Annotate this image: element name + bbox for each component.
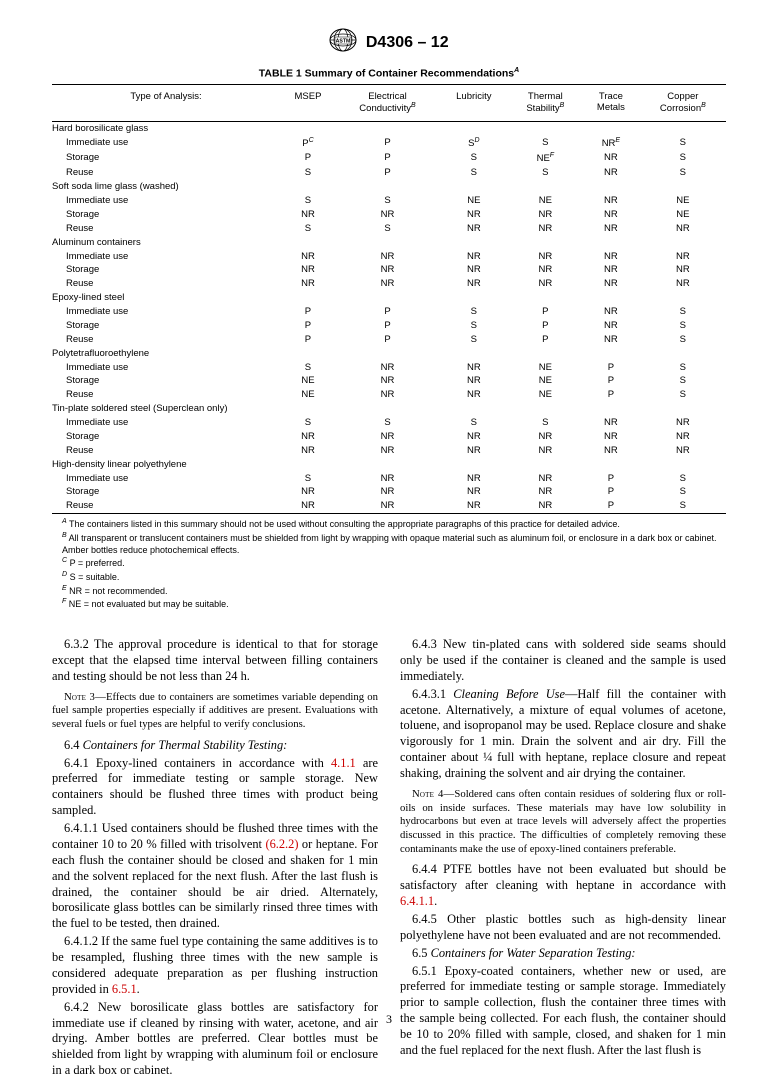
note-paragraph: Note 3—Effects due to containers are som… bbox=[52, 691, 378, 732]
table-title: TABLE 1 Summary of Container Recommendat… bbox=[52, 67, 726, 80]
table-row: Immediate useSNRNRNRPS bbox=[52, 472, 726, 486]
svg-text:ASTM: ASTM bbox=[336, 39, 351, 45]
table-row: Immediate useSSNENENRNE bbox=[52, 194, 726, 208]
table-row: StorageNRNRNRNRNRNE bbox=[52, 208, 726, 222]
table-row: ReuseNRNRNRNRNRNR bbox=[52, 444, 726, 458]
table-group-row: Polytetrafluoroethylene bbox=[52, 347, 726, 361]
table-row: ReuseNRNRNRNRPS bbox=[52, 499, 726, 513]
body-paragraph: 6.4.1.2 If the same fuel type containing… bbox=[52, 934, 378, 998]
designation-number: D4306 – 12 bbox=[366, 34, 449, 52]
table-row: StoragePPSPNRS bbox=[52, 319, 726, 333]
page-header: ASTM D4306 – 12 bbox=[52, 28, 726, 57]
body-paragraph: 6.4.1.1 Used containers should be flushe… bbox=[52, 821, 378, 932]
table-row: StorageNRNRNRNRNRNR bbox=[52, 263, 726, 277]
table-group-row: Epoxy-lined steel bbox=[52, 291, 726, 305]
footnote: E NR = not recommended. bbox=[52, 584, 726, 598]
col-header: ElectricalConductivityB bbox=[336, 84, 439, 122]
col-header: ThermalStabilityB bbox=[509, 84, 583, 122]
table-row: StorageNRNRNRNRPS bbox=[52, 485, 726, 499]
table-row: Immediate usePCPSDSNRES bbox=[52, 136, 726, 151]
table-group-row: Hard borosilicate glass bbox=[52, 122, 726, 136]
table-row: ReuseNENRNRNEPS bbox=[52, 388, 726, 402]
col-header: TraceMetals bbox=[582, 84, 640, 122]
table-row: ReuseSPSSNRS bbox=[52, 166, 726, 180]
footnote: C P = preferred. bbox=[52, 556, 726, 570]
table-row: Immediate usePPSPNRS bbox=[52, 305, 726, 319]
table-group-row: Soft soda lime glass (washed) bbox=[52, 180, 726, 194]
note-paragraph: Note 4—Soldered cans often contain resid… bbox=[400, 788, 726, 856]
table-row: Immediate useSNRNRNEPS bbox=[52, 361, 726, 375]
recommendations-table: Type of Analysis:MSEPElectricalConductiv… bbox=[52, 84, 726, 515]
body-paragraph: 6.5 Containers for Water Separation Test… bbox=[400, 946, 726, 962]
table-header: Type of Analysis:MSEPElectricalConductiv… bbox=[52, 84, 726, 122]
body-paragraph: 6.4 Containers for Thermal Stability Tes… bbox=[52, 738, 378, 754]
body-paragraph: 6.4.3 New tin-plated cans with soldered … bbox=[400, 637, 726, 685]
table-group-row: High-density linear polyethylene bbox=[52, 458, 726, 472]
body-paragraph: 6.4.5 Other plastic bottles such as high… bbox=[400, 912, 726, 944]
footnote: F NE = not evaluated but may be suitable… bbox=[52, 597, 726, 611]
body-paragraph: 6.4.1 Epoxy-lined containers in accordan… bbox=[52, 756, 378, 820]
table-row: StorageNRNRNRNRNRNR bbox=[52, 430, 726, 444]
table-footnotes: A The containers listed in this summary … bbox=[52, 517, 726, 611]
table-body: Hard borosilicate glassImmediate usePCPS… bbox=[52, 122, 726, 514]
table-group-row: Aluminum containers bbox=[52, 236, 726, 250]
body-paragraph: 6.4.3.1 Cleaning Before Use—Half fill th… bbox=[400, 687, 726, 782]
astm-logo-icon: ASTM bbox=[329, 28, 357, 57]
footnote: A The containers listed in this summary … bbox=[52, 517, 726, 531]
table-row: StorageNENRNRNEPS bbox=[52, 374, 726, 388]
footnote: D S = suitable. bbox=[52, 570, 726, 584]
table-group-row: Tin-plate soldered steel (Superclean onl… bbox=[52, 402, 726, 416]
table-row: Immediate useSSSSNRNR bbox=[52, 416, 726, 430]
table-row: ReusePPSPNRS bbox=[52, 333, 726, 347]
footnote: B All transparent or translucent contain… bbox=[52, 531, 726, 556]
page-number: 3 bbox=[0, 1012, 778, 1027]
col-header: CopperCorrosionB bbox=[640, 84, 726, 122]
table-row: Immediate useNRNRNRNRNRNR bbox=[52, 250, 726, 264]
col-header: Lubricity bbox=[439, 84, 508, 122]
table-row: StoragePPSNEFNRS bbox=[52, 151, 726, 166]
table-row: ReuseNRNRNRNRNRNR bbox=[52, 277, 726, 291]
body-paragraph: 6.3.2 The approval procedure is identica… bbox=[52, 637, 378, 685]
col-header-type: Type of Analysis: bbox=[52, 84, 280, 122]
table-row: ReuseSSNRNRNRNR bbox=[52, 222, 726, 236]
col-header: MSEP bbox=[280, 84, 336, 122]
body-paragraph: 6.4.4 PTFE bottles have not been evaluat… bbox=[400, 862, 726, 910]
